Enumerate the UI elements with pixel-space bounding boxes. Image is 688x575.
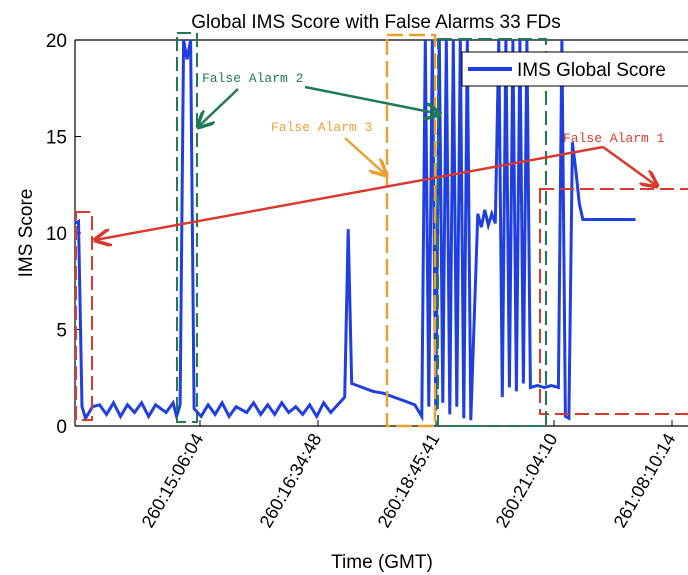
y-tick-label: 10 bbox=[46, 224, 67, 245]
x-tick-label: 260:15:06:04 bbox=[138, 430, 208, 531]
false-alarm-3-label: False Alarm 3 bbox=[271, 120, 372, 135]
y-axis-label: IMS Score bbox=[16, 189, 37, 278]
false-alarm-1-box-left bbox=[75, 211, 93, 421]
series-ims-global-score bbox=[74, 39, 636, 422]
chart-title: Global IMS Score with False Alarms 33 FD… bbox=[191, 12, 561, 33]
x-tick-label: 261:08:10:14 bbox=[610, 430, 680, 531]
false-alarm-3-arrow bbox=[344, 137, 386, 175]
false-alarm-2-arrow-left bbox=[198, 88, 239, 127]
plot-frame bbox=[74, 39, 688, 427]
false-alarm-regions bbox=[75, 32, 688, 428]
series-line-0 bbox=[74, 39, 636, 422]
legend: IMS Global Score bbox=[461, 51, 688, 87]
x-axis-label: Time (GMT) bbox=[331, 552, 433, 573]
false-alarm-2-label: False Alarm 2 bbox=[202, 71, 303, 86]
y-tick-label: 0 bbox=[56, 417, 67, 438]
annotation-false-alarm-2: False Alarm 2 bbox=[198, 71, 440, 127]
y-axis-ticks: 0 5 10 15 20 bbox=[46, 31, 81, 438]
annotation-false-alarm-3: False Alarm 3 bbox=[271, 120, 386, 175]
false-alarm-1-arrow-left bbox=[95, 145, 604, 240]
x-tick-label: 260:16:34:48 bbox=[256, 430, 326, 531]
false-alarm-2-box-b bbox=[437, 38, 547, 427]
y-tick-label: 20 bbox=[46, 31, 67, 52]
annotation-false-alarm-1: False Alarm 1 bbox=[95, 131, 665, 240]
x-axis-ticks: 260:15:06:04 260:16:34:48 260:18:45:41 260:… bbox=[138, 420, 680, 531]
y-tick-label: 15 bbox=[46, 128, 67, 149]
false-alarm-2-arrow-right bbox=[304, 85, 440, 114]
y-tick-label: 5 bbox=[56, 321, 67, 342]
false-alarm-2-box-a bbox=[176, 32, 198, 423]
false-alarm-1-arrow-right bbox=[602, 145, 657, 186]
legend-label: IMS Global Score bbox=[517, 60, 666, 81]
false-alarm-3-box bbox=[385, 33, 437, 428]
x-tick-label: 260:21:04:10 bbox=[492, 430, 562, 531]
false-alarm-1-box-right bbox=[539, 188, 688, 415]
x-tick-label: 260:18:45:41 bbox=[374, 430, 444, 531]
false-alarm-1-label: False Alarm 1 bbox=[563, 131, 665, 146]
